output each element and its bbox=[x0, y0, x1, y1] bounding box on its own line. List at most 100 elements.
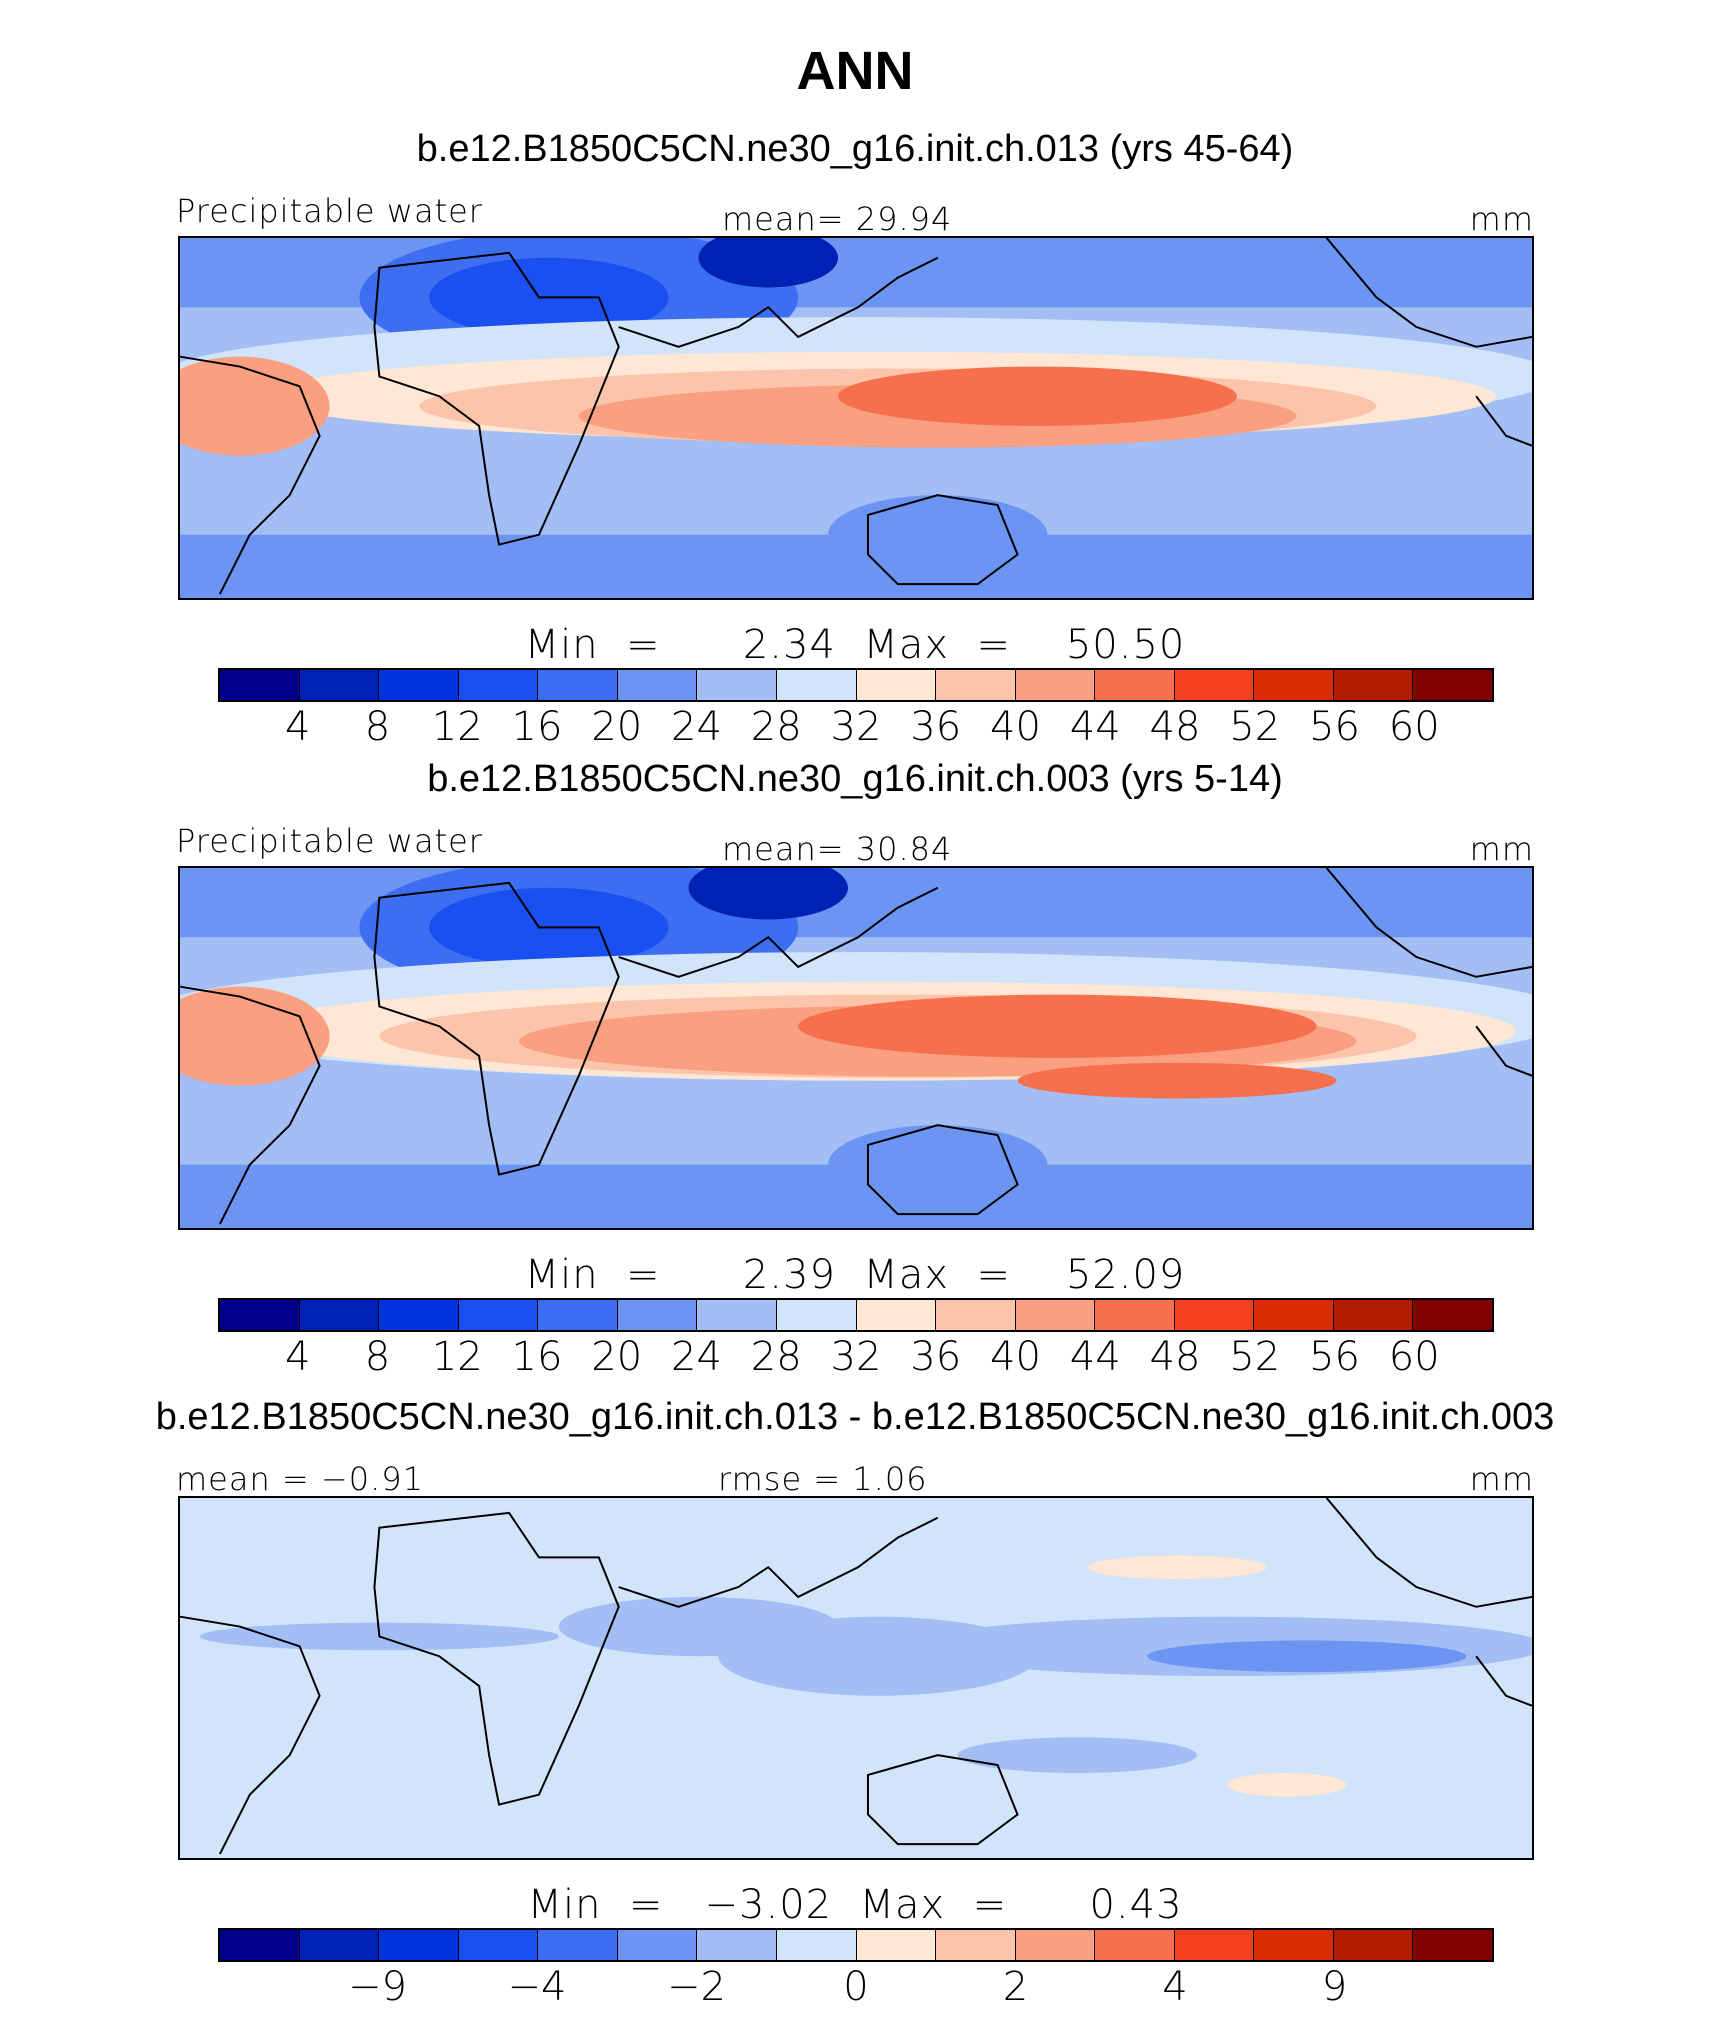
panel-3-min-max: Min = −3.02 Max = 0.43 bbox=[527, 1882, 1183, 1928]
colorbar-cell bbox=[1174, 670, 1255, 700]
panel-2-mean-label: mean= 30.84 bbox=[722, 830, 953, 868]
colorbar-tick-label: 48 bbox=[1149, 1334, 1201, 1380]
colorbar-cell bbox=[379, 670, 459, 700]
colorbar-cell bbox=[776, 670, 857, 700]
colorbar-tick-label: 16 bbox=[511, 1334, 563, 1380]
figure-title: ANN bbox=[796, 41, 914, 101]
colorbar-cell bbox=[1333, 1930, 1414, 1960]
colorbar-tick-label: 9 bbox=[1321, 1964, 1348, 2010]
colorbar-tick-label: 28 bbox=[750, 1334, 802, 1380]
panel-2-min-max: Min = 2.39 Max = 52.09 bbox=[524, 1252, 1186, 1298]
panel-2-title: b.e12.B1850C5CN.ne30_g16.init.ch.003 (yr… bbox=[427, 758, 1283, 800]
colorbar-cell bbox=[458, 1300, 539, 1330]
colorbar-cell bbox=[458, 670, 539, 700]
colorbar-cell bbox=[1095, 670, 1175, 700]
panel-1-min-max: Min = 2.34 Max = 50.50 bbox=[524, 622, 1186, 668]
panel-3-colorbar-ticks: −9 −4 −2 0 2 4 9 bbox=[0, 1964, 1710, 2014]
colorbar-cell bbox=[1095, 1930, 1175, 1960]
colorbar-cell bbox=[697, 1930, 777, 1960]
colorbar-cell bbox=[936, 1300, 1016, 1330]
colorbar-cell bbox=[538, 1930, 618, 1960]
colorbar-tick-label: 52 bbox=[1229, 1334, 1281, 1380]
colorbar-cell bbox=[617, 670, 698, 700]
colorbar-cell bbox=[856, 1300, 937, 1330]
colorbar-tick-label: 40 bbox=[990, 1334, 1041, 1380]
colorbar-tick-label: 52 bbox=[1229, 704, 1281, 750]
colorbar-tick-label: 12 bbox=[431, 1334, 483, 1380]
panel-2-colorbar bbox=[218, 1298, 1494, 1332]
colorbar-tick-label: 24 bbox=[671, 704, 722, 750]
colorbar-cell bbox=[220, 1300, 300, 1330]
panel-3-map bbox=[178, 1496, 1534, 1860]
colorbar-cell bbox=[617, 1930, 698, 1960]
panel-3-mean-label: mean = −0.91 bbox=[176, 1460, 424, 1498]
colorbar-tick-label: 32 bbox=[830, 704, 882, 750]
panel-1-variable-label: Precipitable water bbox=[176, 192, 483, 230]
colorbar-tick-label: 48 bbox=[1149, 704, 1201, 750]
colorbar-cell bbox=[538, 670, 618, 700]
colorbar-cell bbox=[1095, 1300, 1175, 1330]
panel-3-units-label: mm bbox=[1469, 1460, 1534, 1498]
colorbar-cell bbox=[1254, 1300, 1334, 1330]
colorbar-cell bbox=[856, 670, 937, 700]
colorbar-cell bbox=[1413, 1300, 1492, 1330]
colorbar-cell bbox=[1333, 670, 1414, 700]
panel-1-map-svg bbox=[180, 238, 1532, 598]
panel-3-colorbar bbox=[218, 1928, 1494, 1962]
colorbar-tick-label: 4 bbox=[285, 1334, 311, 1380]
colorbar-cell bbox=[1413, 670, 1492, 700]
colorbar-tick-label: 8 bbox=[364, 1334, 391, 1380]
panel-1-units-label: mm bbox=[1469, 200, 1534, 238]
colorbar-cell bbox=[1413, 1930, 1492, 1960]
colorbar-cell bbox=[617, 1300, 698, 1330]
colorbar-tick-label: 28 bbox=[750, 704, 802, 750]
colorbar-tick-label: 36 bbox=[910, 704, 962, 750]
colorbar-cell bbox=[697, 1300, 777, 1330]
panel-2-map bbox=[178, 866, 1534, 1230]
panel-1-colorbar-ticks: 4 8 12 16 20 24 28 32 36 40 44 48 52 56 60 bbox=[0, 704, 1710, 754]
colorbar-cell bbox=[1174, 1930, 1255, 1960]
panel-3-rmse-label: rmse = 1.06 bbox=[718, 1460, 928, 1498]
colorbar-tick-label: 4 bbox=[1162, 1964, 1188, 2010]
colorbar-tick-label: 60 bbox=[1388, 1334, 1440, 1380]
panel-1-colorbar bbox=[218, 668, 1494, 702]
colorbar-tick-label: 2 bbox=[1002, 1964, 1029, 2010]
colorbar-cell bbox=[1174, 1300, 1255, 1330]
colorbar-tick-label: 44 bbox=[1069, 704, 1121, 750]
colorbar-tick-label: 40 bbox=[990, 704, 1041, 750]
colorbar-tick-label: 12 bbox=[431, 704, 483, 750]
colorbar-cell bbox=[1015, 1300, 1096, 1330]
panel-3-map-svg bbox=[180, 1498, 1532, 1858]
colorbar-cell bbox=[1015, 670, 1096, 700]
colorbar-cell bbox=[1254, 1930, 1334, 1960]
colorbar-tick-label: 56 bbox=[1309, 1334, 1360, 1380]
colorbar-cell bbox=[1333, 1300, 1414, 1330]
panel-1-title: b.e12.B1850C5CN.ne30_g16.init.ch.013 (yr… bbox=[416, 128, 1294, 170]
colorbar-tick-label: 60 bbox=[1388, 704, 1440, 750]
colorbar-cell bbox=[538, 1300, 618, 1330]
panel-3-title: b.e12.B1850C5CN.ne30_g16.init.ch.013 - b… bbox=[155, 1396, 1555, 1438]
colorbar-cell bbox=[379, 1300, 459, 1330]
panel-2-variable-label: Precipitable water bbox=[176, 822, 483, 860]
colorbar-cell bbox=[458, 1930, 539, 1960]
colorbar-cell bbox=[220, 670, 300, 700]
colorbar-tick-label: 56 bbox=[1309, 704, 1360, 750]
colorbar-tick-label: 8 bbox=[364, 704, 391, 750]
colorbar-tick-label: −2 bbox=[667, 1964, 726, 2010]
panel-1-mean-label: mean= 29.94 bbox=[722, 200, 953, 238]
colorbar-cell bbox=[936, 1930, 1016, 1960]
colorbar-tick-label: 44 bbox=[1069, 1334, 1121, 1380]
panel-2-units-label: mm bbox=[1469, 830, 1534, 868]
colorbar-cell bbox=[379, 1930, 459, 1960]
colorbar-cell bbox=[697, 670, 777, 700]
colorbar-tick-label: 20 bbox=[591, 1334, 643, 1380]
colorbar-cell bbox=[299, 1300, 380, 1330]
colorbar-cell bbox=[299, 670, 380, 700]
colorbar-cell bbox=[299, 1930, 380, 1960]
colorbar-tick-label: 32 bbox=[830, 1334, 882, 1380]
colorbar-cell bbox=[1254, 670, 1334, 700]
colorbar-tick-label: −4 bbox=[507, 1964, 567, 2010]
colorbar-cell bbox=[776, 1300, 857, 1330]
panel-1-map bbox=[178, 236, 1534, 600]
colorbar-tick-label: 4 bbox=[285, 704, 311, 750]
